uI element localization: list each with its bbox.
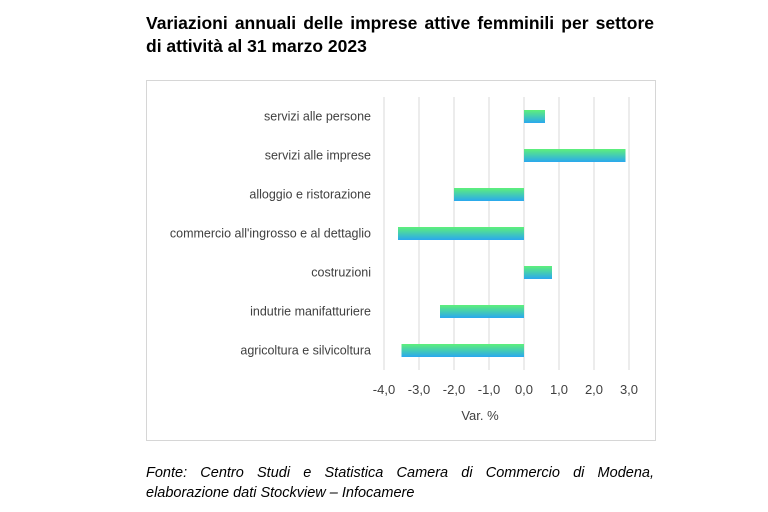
x-tick-label: 0,0 (515, 382, 533, 397)
source-note: Fonte: Centro Studi e Statistica Camera … (146, 465, 654, 501)
category-label: servizi alle persone (264, 110, 371, 124)
x-axis-title: Var. % (461, 408, 499, 423)
x-tick-label: 1,0 (550, 382, 568, 397)
x-tick-label: -2,0 (443, 382, 465, 397)
x-tick-label: -3,0 (408, 382, 430, 397)
x-tick-label: 3,0 (620, 382, 638, 397)
chart-title: Variazioni annuali delle imprese attive … (146, 13, 654, 56)
x-tick-label: -1,0 (478, 382, 500, 397)
category-label: costruzioni (311, 266, 371, 280)
bar (524, 110, 545, 123)
category-label: indutrie manifatturiere (250, 305, 371, 319)
bar (524, 149, 626, 162)
chart-frame (146, 80, 656, 441)
bar (524, 266, 552, 279)
x-tick-label: -4,0 (373, 382, 395, 397)
bar (398, 227, 524, 240)
category-label: agricoltura e silvicoltura (240, 344, 371, 358)
category-label: servizi alle imprese (265, 149, 371, 163)
bar (454, 188, 524, 201)
bar (401, 344, 524, 357)
category-label: alloggio e ristorazione (249, 188, 371, 202)
x-tick-label: 2,0 (585, 382, 603, 397)
category-label: commercio all'ingrosso e al dettaglio (170, 227, 371, 241)
bar (440, 305, 524, 318)
